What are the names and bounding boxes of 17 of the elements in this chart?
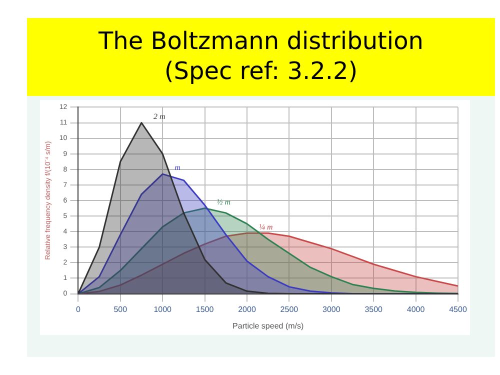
- x-tick-label: 1000: [154, 304, 172, 314]
- x-tick-label: 4000: [406, 304, 426, 314]
- series-label: ½ m: [216, 197, 231, 206]
- x-tick-label: 2000: [238, 304, 256, 314]
- x-tick-label: 2500: [280, 304, 299, 314]
- x-tick-label: 4500: [449, 304, 468, 314]
- series-label: ¼ m: [258, 222, 273, 232]
- x-tick-label: 500: [114, 304, 128, 314]
- x-tick-label: 3000: [322, 304, 341, 314]
- chart-title: The Boltzmann distribution: [98, 26, 424, 56]
- x-tick-label: 1500: [196, 304, 214, 314]
- series-label: 2 m: [153, 112, 166, 121]
- x-tick-label: 3500: [364, 304, 384, 314]
- x-tick-label: 0: [76, 304, 81, 314]
- chart-subtitle: (Spec ref: 3.2.2): [163, 56, 359, 86]
- series-label: m: [174, 163, 181, 172]
- x-axis-title: Particle speed (m/s): [232, 321, 304, 330]
